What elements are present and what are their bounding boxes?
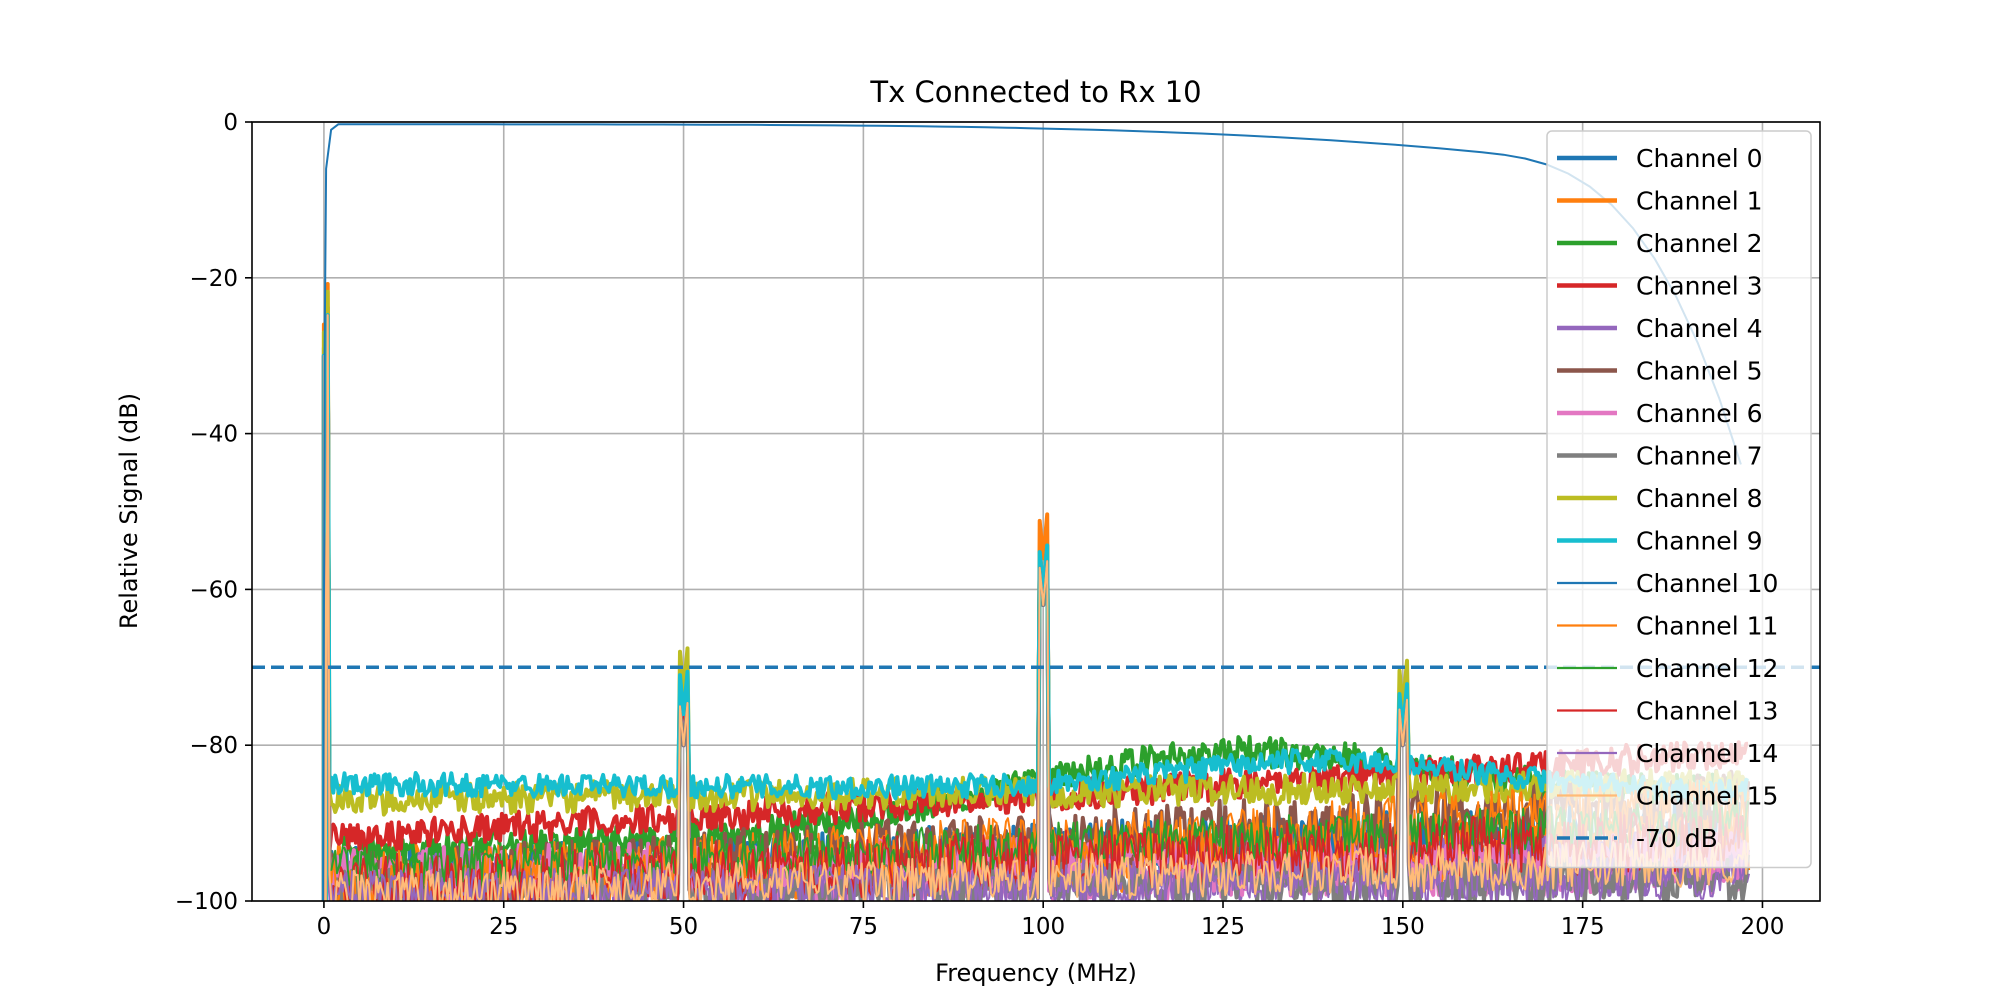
series-line-channel-10	[322, 123, 1742, 901]
series-line-channel-9	[321, 313, 1750, 901]
x-tick-label: 25	[489, 914, 518, 940]
x-tick-label: 0	[317, 914, 332, 940]
legend-label-channel-8: Channel 8	[1636, 484, 1763, 513]
legend-label-channel-3: Channel 3	[1636, 272, 1763, 301]
legend-label-channel-4: Channel 4	[1636, 314, 1763, 343]
y-tick-label: 0	[223, 110, 238, 136]
legend-label-channel-6: Channel 6	[1636, 399, 1763, 428]
x-tick-label: 75	[849, 914, 878, 940]
legend-label-channel-7: Channel 7	[1636, 442, 1763, 471]
legend-label-channel-5: Channel 5	[1636, 357, 1763, 386]
legend-label-channel-13: Channel 13	[1636, 697, 1778, 726]
legend-label-channel-10: Channel 10	[1636, 569, 1778, 598]
plot-series	[321, 123, 1751, 901]
legend-label-channel-11: Channel 11	[1636, 612, 1778, 641]
legend-label-channel-12: Channel 12	[1636, 654, 1778, 683]
chart-title: Tx Connected to Rx 10	[869, 75, 1201, 109]
legend-box	[1546, 130, 1812, 869]
y-tick-label: −20	[189, 266, 238, 292]
y-tick-label: −60	[189, 577, 238, 603]
legend-label-channel-9: Channel 9	[1636, 527, 1763, 556]
series-line-channel-15	[322, 314, 1750, 901]
axis-ticks: 0 25 50 75 100 125 150 175 200 0 −20 −40 −60 −80 −100	[175, 110, 1785, 940]
x-axis-label: Frequency (MHz)	[935, 959, 1137, 987]
x-tick-label: 100	[1021, 914, 1065, 940]
legend-label-channel-1: Channel 1	[1636, 187, 1763, 216]
y-axis-label: Relative Signal (dB)	[115, 393, 143, 629]
x-tick-label: 200	[1741, 914, 1785, 940]
legend-label-channel-0: Channel 0	[1636, 144, 1763, 173]
legend-label-threshold: -70 dB	[1636, 824, 1718, 853]
y-tick-label: −80	[189, 733, 238, 759]
x-tick-label: 50	[669, 914, 698, 940]
legend-label-channel-15: Channel 15	[1636, 782, 1778, 811]
legend-label-channel-14: Channel 14	[1636, 739, 1778, 768]
series-line-channel-12	[322, 314, 1750, 901]
x-tick-label: 150	[1381, 914, 1425, 940]
x-tick-label: 175	[1561, 914, 1605, 940]
y-tick-label: −100	[175, 889, 238, 915]
y-tick-label: −40	[189, 422, 238, 448]
legend-label-channel-2: Channel 2	[1636, 229, 1763, 258]
x-tick-label: 125	[1201, 914, 1245, 940]
plot-frame	[251, 121, 1821, 902]
legend: Channel 0 Channel 1 Channel 2 Channel 3 Chan…	[1546, 130, 1812, 869]
